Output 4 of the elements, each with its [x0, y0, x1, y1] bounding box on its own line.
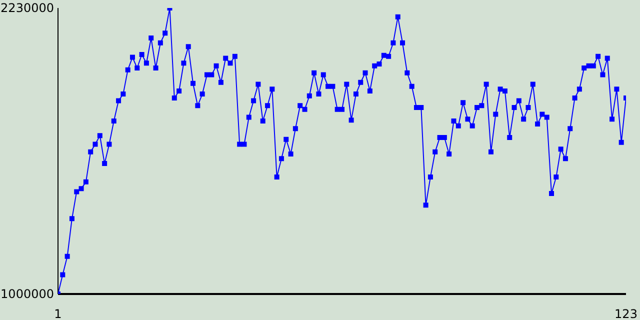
y-tick-label: 1000000	[0, 287, 54, 301]
y-tick-label: 2230000	[0, 1, 54, 15]
x-tick-label: 1	[54, 307, 62, 320]
x-tick-label: 123	[614, 307, 638, 320]
